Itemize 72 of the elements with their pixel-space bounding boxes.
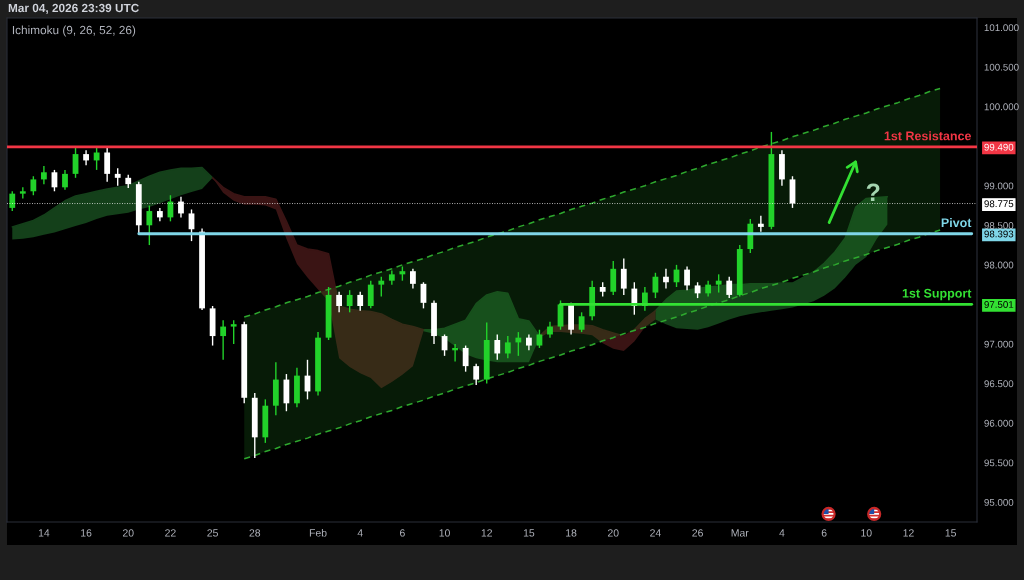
x-tick-label: 10	[861, 529, 872, 537]
x-tick-label: Mar	[731, 529, 749, 537]
x-tick-label: 15	[523, 529, 535, 537]
y-tick-label: 98.393	[984, 230, 1014, 238]
y-tick-label: 96.500	[984, 380, 1014, 388]
candlestick	[336, 291, 343, 314]
candlestick	[19, 186, 26, 200]
y-tick-label: 99.000	[984, 182, 1014, 190]
candlestick	[230, 319, 237, 345]
series-label: 1st Support	[902, 288, 972, 301]
y-tick-label: 98.000	[984, 261, 1014, 269]
x-tick-label: 12	[903, 529, 914, 537]
candlestick	[684, 265, 690, 291]
series-label: Pivot	[941, 217, 972, 228]
y-tick-label: 99.490	[984, 143, 1014, 151]
x-tick-label: 24	[650, 529, 661, 537]
annotation: ?	[866, 183, 880, 201]
x-tick-label: 22	[165, 529, 176, 537]
candlestick	[578, 311, 585, 333]
x-tick-label: 4	[779, 529, 785, 537]
candlestick	[62, 169, 68, 191]
y-tick-label: 95.000	[984, 498, 1014, 506]
text: Ichimoku (9, 26, 52, 26)	[12, 25, 136, 37]
candlestick	[93, 147, 100, 171]
x-tick-label: 14	[38, 529, 50, 537]
candlestick	[726, 276, 733, 299]
candlestick	[620, 257, 627, 296]
candlestick	[346, 289, 353, 314]
y-tick-label: 97.000	[984, 340, 1014, 348]
candlestick	[715, 273, 722, 294]
y-tick-label: 101.000	[984, 24, 1019, 32]
ref-line-label: 1st Resistance	[884, 131, 972, 141]
x-tick-label: 10	[439, 529, 450, 537]
candlestick	[30, 175, 37, 196]
y-tick-label: 100.000	[984, 103, 1019, 111]
candlestick	[104, 147, 111, 183]
candlestick	[410, 268, 416, 290]
candlestick	[757, 215, 764, 233]
y-tick-label: 96.000	[984, 419, 1014, 427]
x-tick-label: 6	[821, 529, 827, 537]
candlestick	[462, 344, 469, 373]
candlestick	[41, 165, 47, 185]
candlestick	[473, 363, 480, 386]
y-tick-label: 100.500	[984, 63, 1019, 71]
candlestick	[146, 204, 153, 246]
candlestick	[536, 329, 543, 349]
candlestick	[663, 268, 669, 290]
text: Mar 04, 2026 23:39 UTC	[8, 3, 139, 14]
x-tick-label: Feb	[309, 528, 327, 537]
x-tick-label: 25	[207, 529, 218, 537]
candlestick	[494, 333, 501, 361]
y-tick-label: 95.500	[984, 459, 1014, 467]
candlestick	[9, 190, 16, 212]
x-tick-label: 6	[400, 529, 405, 537]
x-tick-label: 18	[566, 529, 577, 537]
candlestick	[504, 335, 511, 359]
y-tick-label: 98.775	[984, 200, 1014, 208]
x-tick-label: 28	[249, 529, 261, 537]
x-tick-label: 16	[81, 529, 92, 537]
x-tick-label: 4	[357, 529, 363, 537]
candlestick	[367, 279, 374, 310]
x-tick-label: 26	[692, 529, 703, 537]
y-tick-label: 98.500	[984, 222, 1014, 229]
candlestick	[220, 319, 227, 361]
y-tick-label: 97.501	[984, 301, 1014, 308]
candlestick	[378, 276, 385, 298]
x-tick-label: 15	[945, 529, 956, 537]
candlestick	[357, 291, 364, 312]
candlestick	[610, 260, 617, 296]
x-tick-label: 20	[122, 529, 134, 537]
x-tick-label: 12	[481, 529, 492, 537]
x-tick-label: 20	[607, 529, 619, 537]
